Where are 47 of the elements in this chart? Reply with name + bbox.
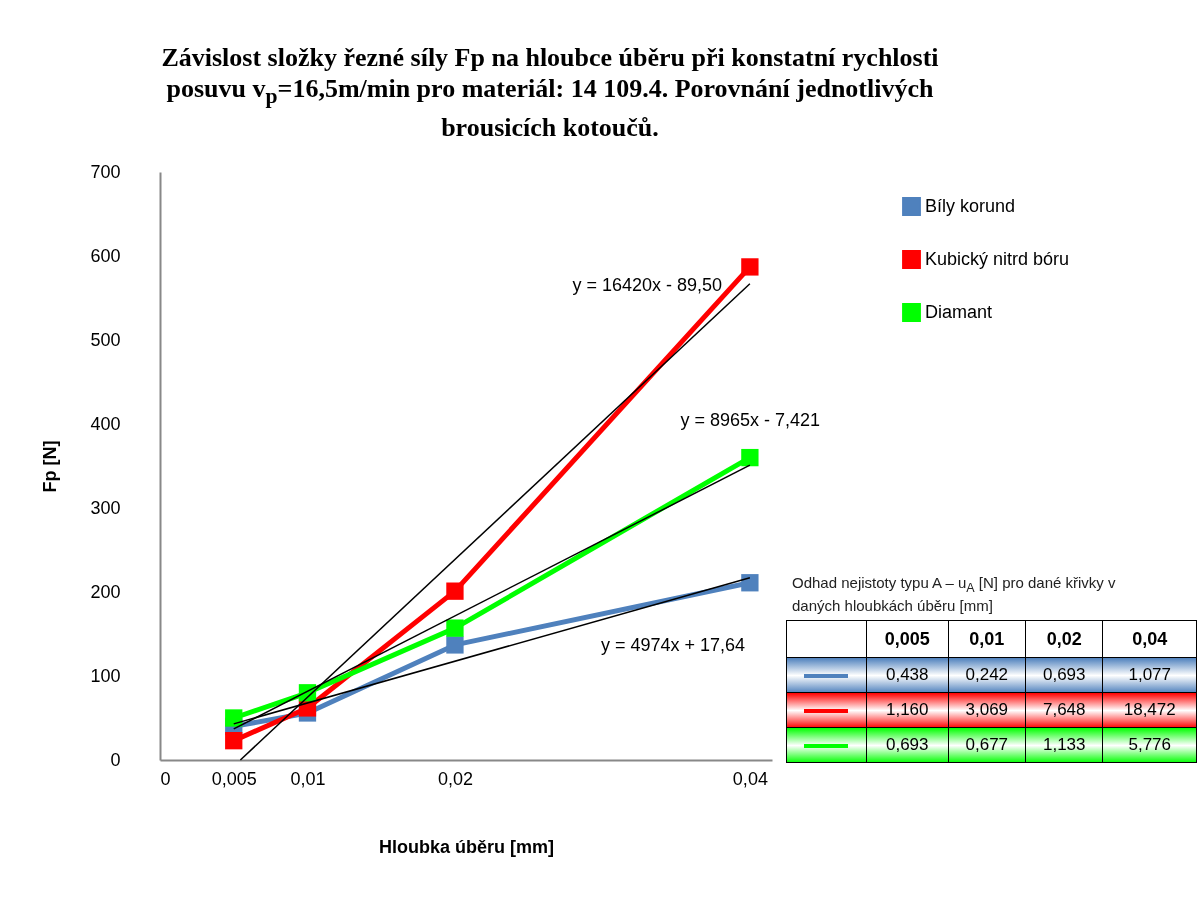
- y-tick-label: 400: [90, 413, 121, 434]
- text: Odhad nejistoty typu A – u$_{A}$ [N] pro dané křivky v daných hloubkách úběru [mm]: [792, 574, 1117, 614]
- x-tick-label: 0,04: [732, 768, 768, 789]
- y-tick-label: 0: [110, 749, 121, 770]
- text: 0,005: [866, 620, 949, 658]
- y-tick-label: 700: [90, 161, 121, 182]
- point: [225, 732, 243, 750]
- point: [446, 636, 464, 654]
- x-tick-label: 0,01: [290, 768, 326, 789]
- y-tick-label: 300: [90, 497, 121, 518]
- text: 3,069: [948, 692, 1026, 728]
- point: [741, 448, 759, 467]
- legend-label: Bíly korund: [925, 195, 1016, 216]
- text: 0,01: [948, 620, 1026, 658]
- text: 0,677: [948, 727, 1026, 763]
- annotation: y = 8965x - 7,421: [680, 409, 820, 431]
- point: [741, 258, 759, 276]
- text: 18,472: [1102, 692, 1197, 728]
- y-tick-label: 500: [90, 329, 121, 350]
- legend-label: Kubický nitrd bóru: [925, 248, 1070, 269]
- legend-label: Diamant: [925, 301, 993, 322]
- y-tick-label: 600: [90, 245, 121, 266]
- text: 5,776: [1102, 727, 1197, 763]
- text: 7,648: [1025, 692, 1103, 728]
- text: 1,133: [1025, 727, 1103, 763]
- point: [225, 709, 243, 727]
- y-tick-label: 200: [90, 581, 121, 602]
- annotation: y = 16420x - 89,50: [572, 274, 722, 296]
- x-tick-label: 0,02: [437, 768, 473, 789]
- annotation: y = 4974x + 17,64: [600, 634, 745, 656]
- x-tick-label: 0: [160, 768, 171, 789]
- y-axis-title: Fp [N]: [40, 440, 61, 493]
- point: [446, 619, 464, 637]
- text: 0,04: [1102, 620, 1197, 658]
- text: 0,242: [948, 657, 1026, 693]
- point: [446, 582, 464, 600]
- x-tick-label: 0,005: [211, 768, 257, 789]
- text: 0,693: [1025, 657, 1103, 693]
- text: 0,02: [1025, 620, 1103, 658]
- point: [741, 574, 759, 592]
- chart-title: Závislost složky řezné síly Fp na hloubce úběru při konstatní rychlosti posuvu v$_{p}$=16,5m/min pro materiál: 14 109.4. Porovnání jednotlivých brousicích kotoučů.: [160, 42, 940, 144]
- text: 1,077: [1102, 657, 1197, 693]
- text: 1,160: [866, 692, 949, 728]
- text: 0,438: [866, 657, 949, 693]
- x-axis-title: Hloubka úběru [mm]: [378, 836, 555, 857]
- text: 0,693: [866, 727, 949, 763]
- y-tick-label: 100: [90, 665, 121, 686]
